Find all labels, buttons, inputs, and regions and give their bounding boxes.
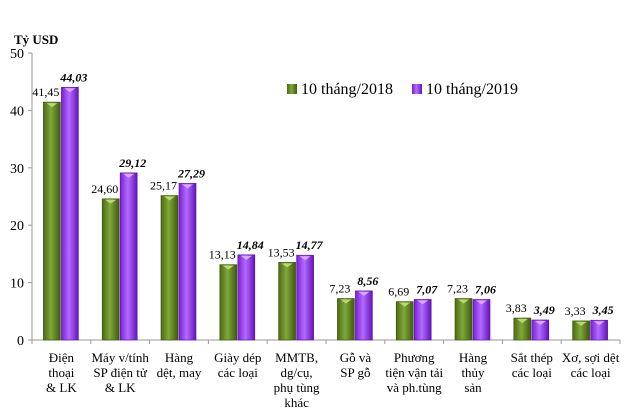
y-tick-label: 20 <box>10 219 24 234</box>
data-label: 24,60 <box>91 182 118 196</box>
x-tick-label: Hàng thủy sản <box>459 350 488 395</box>
bar <box>237 254 256 341</box>
bar-highlight <box>222 265 234 270</box>
x-tick-label: Giày dép các loại <box>214 350 261 380</box>
data-label: 41,45 <box>32 85 59 99</box>
bar-highlight <box>64 88 76 93</box>
legend-label: 10 tháng/2018 <box>301 81 393 98</box>
data-label: 7,06 <box>475 282 496 296</box>
bar-highlight <box>593 321 605 326</box>
y-axis-label: Tỷ USD <box>14 32 58 47</box>
data-label: 3,49 <box>533 303 555 317</box>
bar-highlight <box>281 263 293 268</box>
x-tick-label: Gỗ và SP gỗ <box>340 350 372 380</box>
y-tick-label: 50 <box>10 47 24 62</box>
x-tick-label: Máy v/tính SP điện tử & LK <box>91 350 149 395</box>
data-label: 3,33 <box>565 304 586 318</box>
bar-highlight <box>358 291 370 296</box>
bar-highlight <box>516 319 528 324</box>
bar-highlight <box>534 320 546 325</box>
data-label: 6,69 <box>388 285 409 299</box>
bar <box>337 298 355 341</box>
data-label: 3,83 <box>506 301 527 315</box>
bar <box>43 101 61 341</box>
bar-highlight <box>123 173 135 178</box>
y-tick-label: 40 <box>10 104 24 119</box>
data-label: 7,23 <box>329 281 350 295</box>
bar <box>454 298 473 341</box>
x-tick-label: Hàng dệt, may <box>157 350 202 380</box>
bar <box>160 195 179 341</box>
x-tick-label: Xơ, sợi dệt các loại <box>562 350 620 380</box>
bar-highlight <box>105 199 117 204</box>
data-label: 13,13 <box>209 248 236 262</box>
data-label: 8,56 <box>357 274 378 288</box>
bar-highlight <box>417 300 429 305</box>
bar-highlight <box>182 184 193 189</box>
bar <box>296 254 314 341</box>
bar-highlight <box>340 299 352 304</box>
x-tick-label: Phương tiện vận tải và ph.tùng <box>385 350 443 395</box>
data-label: 25,17 <box>150 179 177 193</box>
data-label: 7,07 <box>416 282 438 296</box>
data-label: 14,84 <box>237 238 264 252</box>
y-tick-label: 10 <box>10 277 24 292</box>
legend-swatch <box>287 84 297 94</box>
data-label: 13,53 <box>268 245 295 259</box>
bar <box>119 172 138 341</box>
bar <box>395 301 414 341</box>
data-label: 27,29 <box>177 166 205 180</box>
bar-highlight <box>299 256 311 261</box>
bar <box>531 319 550 341</box>
bar <box>219 264 238 341</box>
bar <box>355 290 373 341</box>
bar-highlight <box>476 300 487 305</box>
bar <box>178 183 197 341</box>
legend-swatch <box>412 84 422 94</box>
bar-highlight <box>399 302 411 307</box>
x-tick-label: Sắt thép các loại <box>511 350 553 380</box>
y-tick-label: 0 <box>17 334 24 349</box>
bar-highlight <box>46 103 58 108</box>
bar <box>278 262 296 341</box>
bar <box>472 299 491 341</box>
bar <box>513 317 532 341</box>
x-tick-label: Điện thoại & LK <box>46 350 77 395</box>
bar <box>590 319 608 341</box>
bar-highlight <box>240 255 252 260</box>
bar-highlight <box>575 321 587 326</box>
y-tick-label: 30 <box>10 162 24 177</box>
bar <box>101 198 120 341</box>
data-label: 7,23 <box>447 281 468 295</box>
bar <box>413 299 432 341</box>
legend-label: 10 tháng/2019 <box>426 81 518 98</box>
bar <box>61 86 79 341</box>
data-label: 44,03 <box>59 70 87 84</box>
data-label: 14,77 <box>296 238 324 252</box>
bar-highlight <box>458 299 469 304</box>
data-label: 3,45 <box>592 303 614 317</box>
bar <box>572 320 590 341</box>
bar-highlight <box>164 196 175 201</box>
x-tick-label: MMTB, dg/cụ, phụ tùng khác <box>274 350 320 410</box>
data-label: 29,12 <box>118 156 146 170</box>
